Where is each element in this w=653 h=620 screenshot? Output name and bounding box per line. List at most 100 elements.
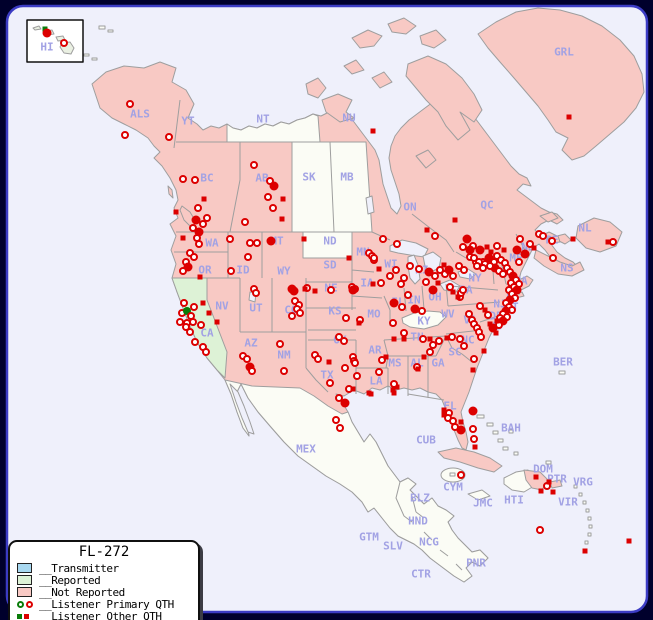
listener-other-qth-red-square [472,444,478,450]
listener-primary-qth-red-filled-circle [512,285,522,295]
listener-primary-qth-red-open-circle [484,311,492,319]
listener-primary-qth-red-open-circle [431,272,439,280]
legend-item: __Listener Other QTH [17,610,193,620]
listener-other-icons [17,613,39,619]
listener-primary-qth-red-open-circle [202,348,210,356]
legend-item-label: __Reported [39,573,101,587]
listener-other-qth-red-square [494,318,500,324]
listener-primary-qth-red-open-circle [446,283,454,291]
listener-other-qth-red-square [415,366,421,372]
listener-primary-qth-red-open-circle [189,318,197,326]
listener-other-qth-red-square [401,336,407,342]
greenland [477,7,645,161]
listener-primary-qth-red-filled-circle [512,245,522,255]
listener-primary-qth-red-open-circle [126,100,134,108]
listener-other-qth-red-square [484,244,490,250]
listener-other-qth-red-square [200,300,206,306]
listener-primary-qth-red-open-circle [351,359,359,367]
listener-primary-qth-red-open-circle [336,424,344,432]
listener-primary-qth-red-open-circle [400,329,408,337]
listener-other-qth-red-square [455,294,461,300]
listener-primary-qth-red-open-circle [435,337,443,345]
listener-primary-qth-red-open-circle [250,161,258,169]
listener-primary-qth-red-open-circle [243,355,251,363]
not-reported-swatch [17,587,39,597]
listener-primary-qth-red-open-circle [393,240,401,248]
listener-primary-qth-red-open-circle [418,307,426,315]
listener-primary-qth-red-open-circle [548,237,556,245]
listener-primary-qth-red-open-circle [197,321,205,329]
listener-other-qth-red-square [470,367,476,373]
listener-primary-qth-red-open-circle [194,204,202,212]
listener-primary-qth-red-filled-circle [484,253,494,263]
hawaii-inset [26,19,84,63]
listener-other-qth-red-square [370,128,376,134]
listener-primary-qth-red-open-circle [195,240,203,248]
reported-swatch [17,575,39,585]
listener-primary-qth-red-open-circle [353,372,361,380]
listener-primary-qth-red-open-circle [378,356,386,364]
listener-primary-qth-red-filled-circle [340,398,350,408]
listener-primary-qth-red-open-circle [327,286,335,294]
listener-primary-qth-red-open-circle [429,341,437,349]
listener-other-qth-red-square [550,489,556,495]
listener-primary-qth-red-open-circle [199,220,207,228]
listener-primary-qth-red-open-circle [457,471,465,479]
listener-primary-qth-red-filled-circle [289,286,299,296]
listener-primary-qth-red-filled-circle [42,28,52,38]
listener-primary-qth-red-open-circle [609,238,617,246]
listener-other-qth-red-square [350,386,356,392]
listener-primary-qth-red-open-circle [288,312,296,320]
listener-primary-qth-red-open-circle [370,254,378,262]
listener-primary-qth-red-open-circle [476,302,484,310]
listener-primary-qth-red-filled-circle [183,262,193,272]
cayman-islet [449,472,456,477]
listener-other-qth-red-square [214,319,220,325]
listener-other-qth-red-square [370,281,376,287]
listener-primary-qth-red-filled-circle [520,249,530,259]
listener-primary-qth-red-open-circle [179,267,187,275]
listener-primary-qth-green-circle [183,307,191,315]
listener-primary-qth-red-filled-circle [462,234,472,244]
listener-primary-qth-red-open-circle [191,338,199,346]
listener-primary-qth-red-open-circle [459,286,467,294]
arctic-islands [305,17,483,169]
listener-other-qth-red-square [356,320,362,326]
legend-item: __Listener Primary QTH [17,598,193,611]
listener-other-qth-red-square [421,354,427,360]
listener-primary-qth-red-open-circle [493,242,501,250]
listener-primary-qth-red-open-circle [398,303,406,311]
listener-primary-qth-red-filled-circle [410,304,420,314]
listener-primary-qth-red-open-circle [252,289,260,297]
listener-primary-qth-red-open-circle [335,394,343,402]
listener-primary-qth-red-filled-circle [266,236,276,246]
listener-primary-qth-red-filled-circle [475,245,485,255]
listener-primary-qth-red-open-circle [415,265,423,273]
legend-title: FL-272 [78,544,130,560]
listener-other-qth-red-square [280,196,286,202]
listener-primary-qth-red-open-circle [486,262,494,270]
listener-primary-qth-red-open-circle [419,335,427,343]
listener-primary-qth-red-filled-circle [505,295,515,305]
listener-other-qth-red-square [482,307,488,313]
listener-primary-qth-red-filled-circle [498,316,508,326]
listener-other-qth-red-square [531,245,537,251]
region-nt [226,113,321,143]
listener-other-qth-red-square [582,548,588,554]
listener-other-qth-red-square [394,384,400,390]
listener-primary-qth-red-open-circle [186,328,194,336]
listener-other-qth-red-square [173,209,179,215]
listener-primary-qth-red-open-circle [340,337,348,345]
legend-item: __Not Reported [17,586,193,599]
listener-primary-qth-red-open-circle [280,367,288,375]
listener-primary-qth-red-open-circle [244,253,252,261]
listener-other-qth-red-square [201,196,207,202]
listener-other-qth-red-square [605,239,611,245]
listener-primary-qth-red-open-circle [431,232,439,240]
listener-primary-qth-red-filled-circle [389,298,399,308]
listener-primary-qth-red-open-circle [314,355,322,363]
listener-other-qth-red-square [301,236,307,242]
listener-primary-qth-red-filled-circle [468,406,478,416]
listener-primary-qth-red-filled-circle [428,285,438,295]
